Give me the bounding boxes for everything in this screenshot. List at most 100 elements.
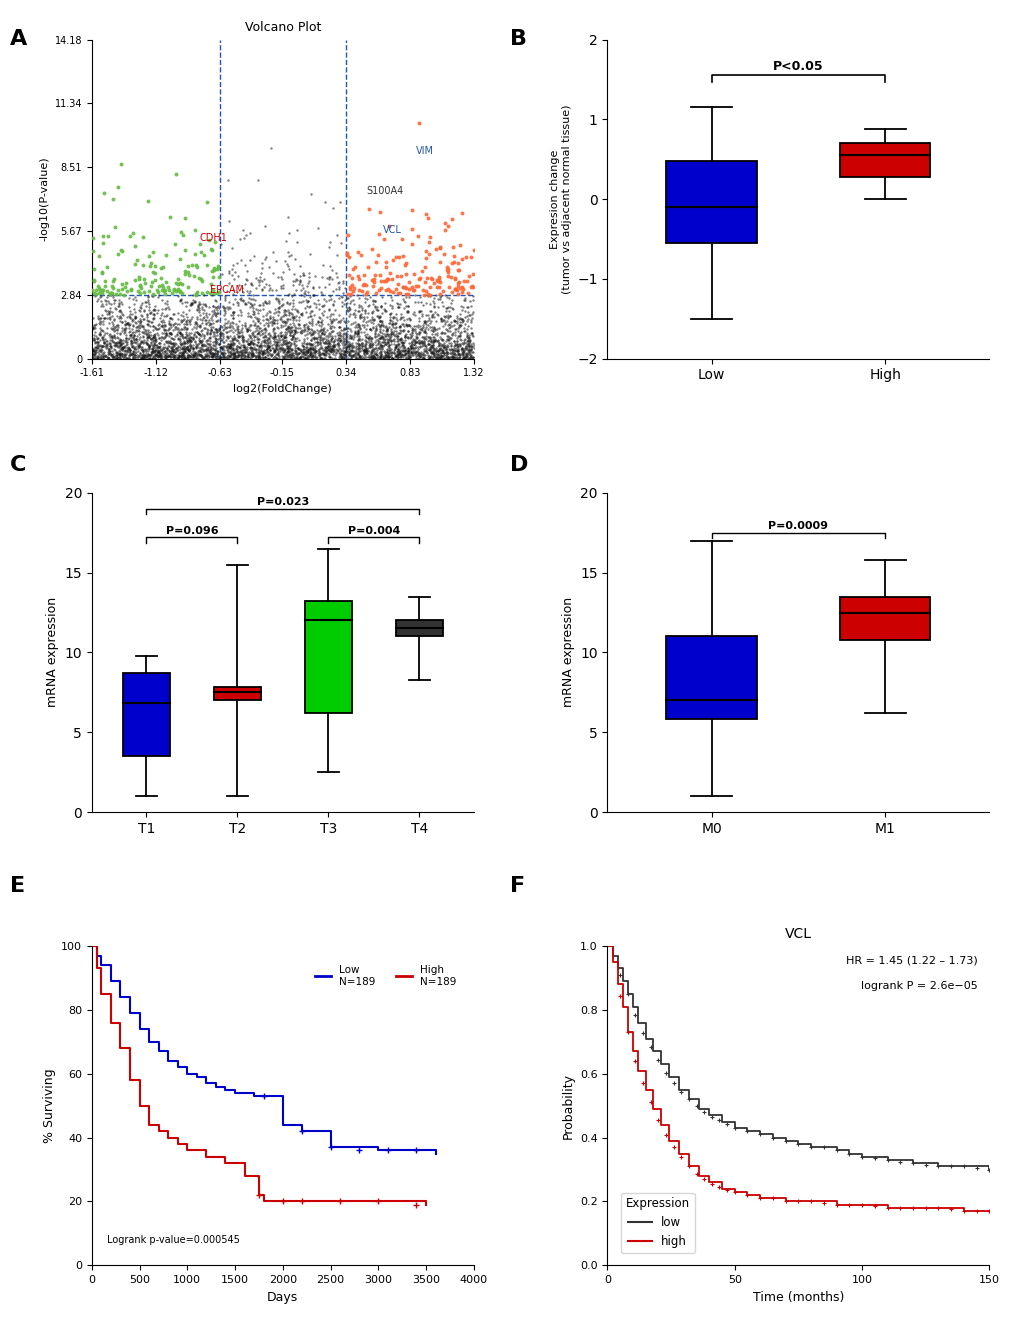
Point [137,291,153,312]
Point [372,341,388,362]
Point [145,330,161,351]
Point [279,341,296,362]
Point [223,333,239,355]
Point [116,344,132,365]
Point [371,348,387,369]
Point [207,332,223,353]
Point [126,270,143,291]
Point [421,347,437,368]
Point [418,340,434,361]
Point [206,323,222,344]
Point [351,335,367,356]
Point [372,341,388,362]
Point [95,345,111,366]
Point [339,331,356,352]
Point [321,339,337,360]
Point [183,331,200,352]
Point [459,331,475,352]
Point [121,340,138,361]
Point [244,341,260,362]
Point [397,315,414,336]
Point [163,332,179,353]
Point [272,322,288,343]
Point [430,344,446,365]
Point [320,336,336,357]
Point [361,319,377,340]
Point [425,306,441,327]
Point [421,333,437,355]
Point [242,319,258,340]
Point [276,311,292,332]
Point [366,343,382,364]
Point [463,323,479,344]
Point [311,315,327,336]
Point [144,341,160,362]
Point [151,337,167,358]
Point [243,337,259,358]
Point [341,293,358,314]
Point [159,324,175,345]
Text: C: C [10,455,26,474]
Point [416,340,432,361]
Point [218,347,234,368]
Point [387,246,404,268]
Point [373,336,389,357]
Point [439,298,455,319]
Point [165,340,181,361]
Text: E: E [10,876,25,896]
Point [213,348,229,369]
Point [173,311,190,332]
Point [458,336,474,357]
Point [418,323,434,344]
Point [271,290,287,311]
Point [350,341,366,362]
Point [458,322,474,343]
Point [194,335,210,356]
Point [236,330,253,351]
Point [286,320,303,341]
Point [264,311,280,332]
Point [182,335,199,356]
Point [232,326,249,347]
Point [285,348,302,369]
Point [137,339,153,360]
Point [352,345,368,366]
Point [145,337,161,358]
Point [411,336,427,357]
Point [149,319,165,340]
Point [439,307,455,328]
Point [131,318,148,339]
Point [464,301,480,322]
Point [256,330,272,351]
Point [410,344,426,365]
Point [347,348,364,369]
Point [330,287,346,308]
Point [112,345,128,366]
Point [179,344,196,365]
Point [284,326,301,347]
Point [394,347,411,368]
Point [429,289,445,310]
Point [151,314,167,335]
Point [313,324,329,345]
Point [232,287,249,308]
Point [314,330,330,351]
Point [253,332,269,353]
Point [329,332,345,353]
Point [260,336,276,357]
Point [430,331,446,352]
Point [276,339,292,360]
Point [216,286,232,307]
Point [286,308,303,330]
Point [462,348,478,369]
Point [317,340,333,361]
Point [299,348,315,369]
Point [435,343,451,364]
Point [425,331,441,352]
Point [279,318,296,339]
Point [117,344,133,365]
Point [217,308,233,330]
Point [177,339,194,360]
Point [434,281,450,302]
Point [244,337,260,358]
